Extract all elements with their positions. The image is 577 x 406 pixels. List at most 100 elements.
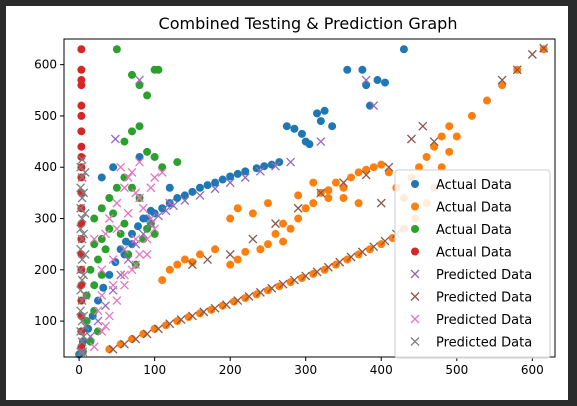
data-point bbox=[195, 190, 205, 200]
data-point bbox=[79, 332, 89, 341]
data-point bbox=[362, 81, 371, 90]
data-point bbox=[131, 234, 141, 244]
data-point bbox=[135, 75, 144, 85]
data-point bbox=[165, 198, 175, 208]
data-point bbox=[467, 111, 476, 120]
data-point bbox=[101, 321, 111, 331]
data-point bbox=[77, 101, 86, 110]
data-point bbox=[158, 204, 167, 213]
data-point bbox=[255, 166, 265, 176]
data-point bbox=[108, 280, 118, 290]
data-point bbox=[320, 265, 329, 274]
data-point bbox=[241, 167, 250, 176]
data-point bbox=[90, 214, 99, 223]
data-point bbox=[85, 332, 95, 341]
data-point bbox=[323, 262, 333, 272]
data-point bbox=[158, 276, 167, 285]
data-point bbox=[123, 255, 133, 265]
data-point bbox=[76, 347, 86, 357]
data-point bbox=[123, 208, 133, 218]
data-point bbox=[429, 137, 439, 147]
data-point bbox=[104, 311, 114, 321]
data-point bbox=[226, 214, 235, 223]
data-point bbox=[97, 290, 107, 300]
data-point bbox=[138, 229, 148, 239]
x-tick-label: 100 bbox=[143, 363, 166, 377]
axes-frame bbox=[63, 38, 556, 358]
data-point bbox=[188, 187, 197, 196]
data-point bbox=[313, 109, 322, 118]
legend-marker bbox=[411, 225, 419, 233]
data-point bbox=[76, 224, 86, 234]
data-point bbox=[362, 165, 371, 174]
scatter-chart: Combined Testing & Prediction Graph 0 100… bbox=[34, 14, 556, 377]
data-point bbox=[240, 173, 250, 182]
y-tick-label: 600 bbox=[34, 58, 57, 72]
data-point bbox=[142, 234, 152, 244]
legend-label: Actual Data bbox=[436, 201, 512, 216]
data-point bbox=[512, 65, 522, 75]
data-point bbox=[233, 296, 243, 306]
data-point bbox=[80, 321, 90, 331]
data-point bbox=[354, 168, 363, 177]
data-point bbox=[109, 209, 118, 218]
data-point bbox=[312, 267, 322, 277]
data-point bbox=[282, 122, 291, 131]
data-point bbox=[157, 167, 167, 177]
data-point bbox=[165, 319, 175, 329]
data-point bbox=[248, 234, 258, 244]
series-8 bbox=[76, 155, 90, 357]
data-point bbox=[77, 81, 86, 90]
data-point bbox=[271, 161, 280, 171]
data-point bbox=[415, 163, 424, 172]
data-point bbox=[187, 311, 197, 321]
x-axis: 0 100 200 300 400 500 600 bbox=[75, 357, 544, 377]
data-point bbox=[105, 270, 114, 279]
legend-label: Actual Data bbox=[436, 223, 512, 238]
data-point bbox=[139, 329, 148, 338]
data-point bbox=[320, 106, 329, 115]
data-point bbox=[233, 255, 242, 264]
legend-box bbox=[394, 169, 551, 359]
data-point bbox=[380, 236, 390, 246]
data-point bbox=[199, 307, 209, 317]
data-point bbox=[116, 340, 125, 349]
data-point bbox=[286, 224, 295, 233]
data-point bbox=[210, 184, 220, 194]
data-point bbox=[176, 315, 186, 325]
data-point bbox=[527, 49, 537, 59]
data-point bbox=[267, 283, 277, 293]
data-point bbox=[211, 245, 220, 254]
legend-label: Predicted Data bbox=[436, 268, 532, 283]
legend: Actual Data Actual Data Actual Data Actual … bbox=[394, 169, 551, 359]
data-point bbox=[150, 224, 160, 234]
data-point bbox=[294, 191, 303, 200]
data-point bbox=[418, 121, 428, 131]
data-point bbox=[369, 242, 379, 252]
data-point bbox=[267, 160, 276, 169]
data-point bbox=[127, 335, 136, 344]
data-point bbox=[339, 178, 348, 188]
data-point bbox=[127, 240, 136, 249]
data-point bbox=[77, 45, 86, 54]
data-point bbox=[78, 347, 88, 357]
data-point bbox=[279, 237, 288, 246]
data-point bbox=[271, 219, 280, 229]
data-point bbox=[165, 183, 174, 192]
data-point bbox=[97, 235, 106, 244]
data-point bbox=[498, 81, 507, 90]
data-point bbox=[161, 206, 171, 216]
data-point bbox=[241, 247, 250, 256]
data-point bbox=[105, 194, 114, 202]
data-point bbox=[150, 209, 159, 218]
data-point bbox=[347, 173, 356, 182]
data-point bbox=[153, 324, 163, 334]
y-tick-label: 400 bbox=[34, 160, 57, 174]
data-point bbox=[124, 250, 133, 259]
data-point bbox=[376, 198, 386, 208]
data-point bbox=[150, 173, 160, 182]
data-point bbox=[377, 160, 386, 169]
data-point bbox=[293, 203, 303, 213]
data-point bbox=[146, 214, 156, 223]
data-point bbox=[225, 178, 235, 188]
